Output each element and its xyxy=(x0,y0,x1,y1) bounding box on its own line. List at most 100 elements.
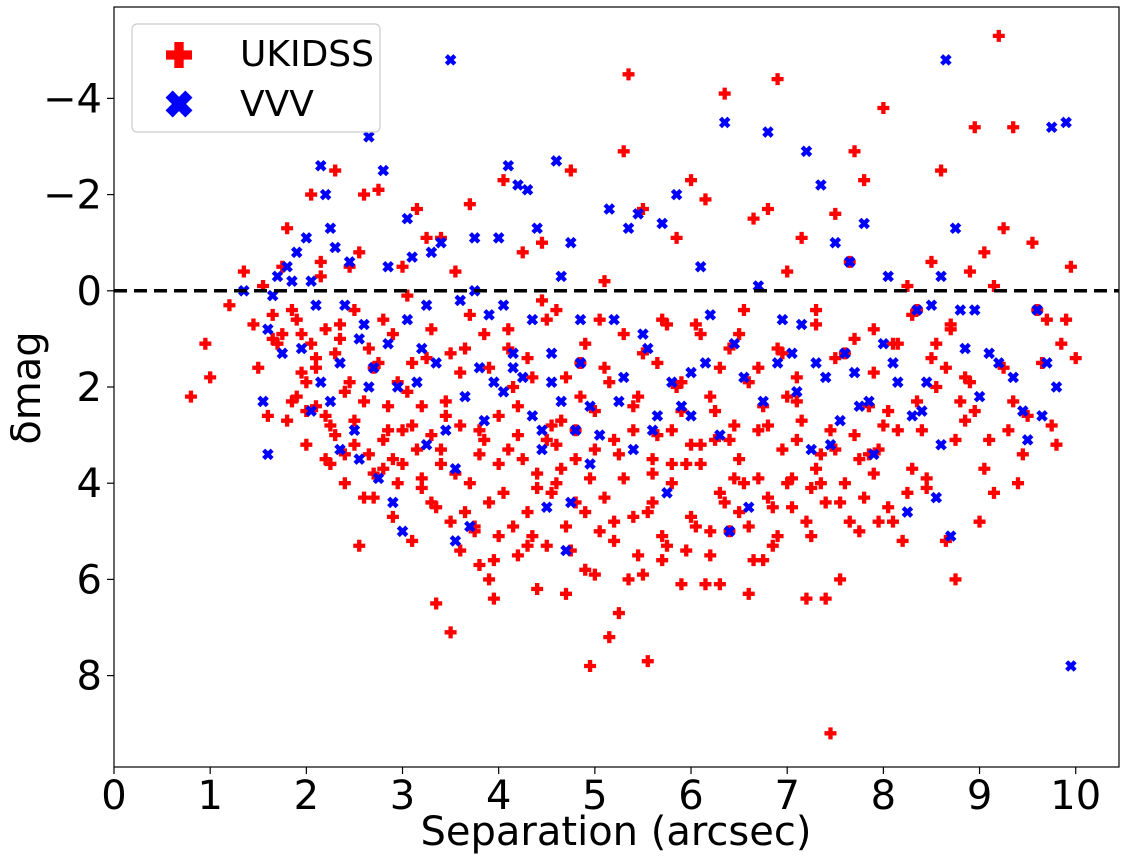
data-point-ukidss xyxy=(406,356,419,369)
data-point-ukidss xyxy=(1060,313,1073,326)
data-point-ukidss xyxy=(959,414,972,427)
data-point-ukidss xyxy=(685,510,698,523)
data-point-ukidss xyxy=(1007,121,1020,134)
data-point-vvv xyxy=(940,54,952,66)
data-point-vvv xyxy=(555,270,567,283)
data-point-ukidss xyxy=(911,395,924,408)
data-point-ukidss xyxy=(733,506,746,519)
data-point-vvv xyxy=(271,270,284,283)
data-point-ukidss xyxy=(1012,477,1025,490)
x-tick-label: 1 xyxy=(197,773,222,819)
data-point-ukidss xyxy=(646,453,659,466)
data-point-ukidss xyxy=(781,390,794,403)
y-tick-label: −4 xyxy=(43,76,102,122)
data-point-ukidss xyxy=(689,318,702,331)
data-point-vvv xyxy=(757,395,769,408)
data-point-vvv xyxy=(406,251,418,263)
data-point-ukidss xyxy=(377,462,390,475)
data-point-ukidss xyxy=(896,534,909,547)
data-point-ukidss xyxy=(540,313,553,326)
data-point-vvv xyxy=(887,357,899,369)
data-point-ukidss xyxy=(386,328,399,341)
data-point-vvv xyxy=(555,395,567,408)
y-tick-label: 0 xyxy=(77,269,102,315)
data-point-vvv xyxy=(882,270,894,283)
data-point-ukidss xyxy=(858,174,871,187)
data-point-ukidss xyxy=(603,376,616,389)
data-point-ukidss xyxy=(771,530,784,543)
data-point-ukidss xyxy=(723,342,736,355)
data-point-ukidss xyxy=(579,337,592,350)
data-point-ukidss xyxy=(598,361,611,374)
data-point-ukidss xyxy=(531,467,544,480)
data-point-ukidss xyxy=(627,510,640,523)
data-point-ukidss xyxy=(439,409,452,422)
data-point-ukidss xyxy=(665,424,678,437)
data-point-ukidss xyxy=(656,313,669,326)
data-point-ukidss xyxy=(305,337,318,350)
data-point-ukidss xyxy=(781,265,794,278)
data-point-ukidss xyxy=(795,414,808,427)
data-point-ukidss xyxy=(372,183,385,196)
data-point-vvv xyxy=(449,535,462,547)
data-point-ukidss xyxy=(795,231,808,244)
data-point-vvv xyxy=(440,424,452,437)
data-point-ukidss xyxy=(252,361,265,374)
data-point-vvv xyxy=(810,357,822,369)
data-point-vvv xyxy=(776,313,789,326)
data-point-ukidss xyxy=(555,462,568,475)
data-point-ukidss xyxy=(646,496,659,509)
data-point-ukidss xyxy=(550,438,563,451)
data-point-ukidss xyxy=(377,313,390,326)
data-point-ukidss xyxy=(535,294,548,307)
data-point-vvv xyxy=(632,208,644,220)
data-point-vvv xyxy=(401,212,414,225)
data-point-vvv xyxy=(382,260,394,273)
data-point-vvv xyxy=(305,275,317,287)
data-point-ukidss xyxy=(959,371,972,384)
data-point-ukidss xyxy=(742,520,755,533)
data-point-vvv xyxy=(430,357,442,369)
data-point-ukidss xyxy=(276,328,289,341)
data-point-ukidss xyxy=(511,400,524,413)
data-point-vvv xyxy=(1036,410,1048,422)
data-point-ukidss xyxy=(276,260,289,273)
data-point-ukidss xyxy=(540,539,553,552)
data-point-vvv xyxy=(459,390,471,403)
data-point-ukidss xyxy=(531,583,544,596)
data-point-ukidss xyxy=(824,727,837,740)
data-point-ukidss xyxy=(593,313,606,326)
data-point-vvv xyxy=(843,256,856,268)
data-point-vvv xyxy=(521,184,534,196)
data-point-ukidss xyxy=(454,419,467,432)
data-point-vvv xyxy=(954,304,967,316)
data-point-ukidss xyxy=(752,361,765,374)
data-point-ukidss xyxy=(733,328,746,341)
data-point-ukidss xyxy=(862,448,875,461)
data-point-ukidss xyxy=(463,198,476,211)
data-point-ukidss xyxy=(468,520,481,533)
data-point-ukidss xyxy=(439,395,452,408)
data-point-vvv xyxy=(372,472,385,485)
data-point-vvv xyxy=(516,371,529,384)
data-point-ukidss xyxy=(545,486,558,499)
data-point-vvv xyxy=(867,448,880,461)
series-ukidss xyxy=(184,29,1082,740)
legend-box xyxy=(131,23,381,133)
data-point-ukidss xyxy=(386,510,399,523)
data-point-ukidss xyxy=(939,534,952,547)
data-point-vvv xyxy=(993,357,1005,369)
data-point-vvv xyxy=(257,395,269,408)
y-tick-label: −2 xyxy=(43,173,102,219)
data-point-ukidss xyxy=(521,539,534,552)
data-point-ukidss xyxy=(651,356,664,369)
data-point-ukidss xyxy=(531,482,544,495)
data-point-vvv xyxy=(906,410,918,422)
data-point-vvv xyxy=(531,222,543,235)
data-point-vvv xyxy=(541,501,553,514)
data-point-ukidss xyxy=(377,433,390,446)
data-point-ukidss xyxy=(920,482,933,495)
data-point-vvv xyxy=(1065,660,1077,672)
data-point-ukidss xyxy=(872,443,885,456)
data-point-ukidss xyxy=(1045,419,1058,432)
